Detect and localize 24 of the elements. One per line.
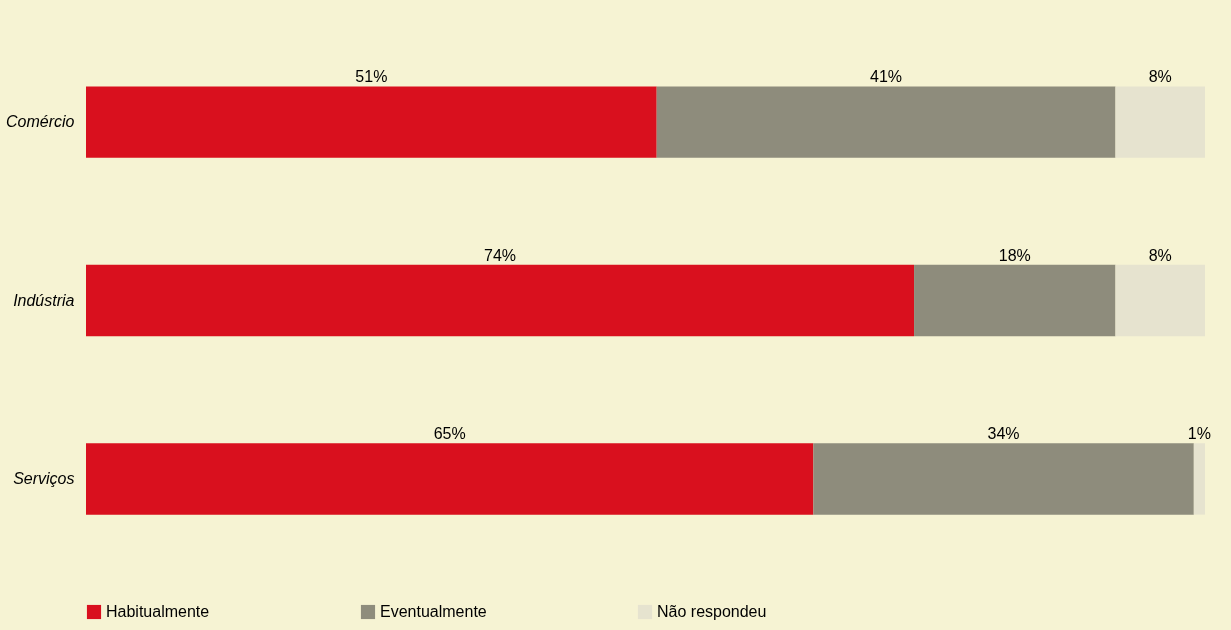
data-label: 8%	[1148, 68, 1172, 86]
y-tick-label: Indústria	[13, 291, 75, 309]
data-label: 65%	[433, 424, 466, 442]
data-label: 1%	[1187, 424, 1211, 442]
bar	[914, 264, 1116, 337]
data-label: 74%	[484, 246, 517, 264]
bar	[1115, 264, 1205, 337]
legend-label: Não respondeu	[657, 603, 767, 620]
data-label: 18%	[998, 246, 1031, 264]
bar	[1115, 86, 1205, 158]
bar	[656, 86, 1116, 158]
bar	[86, 443, 814, 515]
data-label: 34%	[987, 424, 1020, 442]
legend-label: Habitualmente	[106, 603, 210, 620]
bar	[86, 86, 657, 158]
legend-label: Eventualmente	[380, 603, 487, 620]
data-label: 8%	[1148, 246, 1172, 264]
data-label: 41%	[870, 68, 903, 86]
bar	[813, 443, 1194, 515]
bar	[86, 264, 915, 337]
bar	[1193, 443, 1205, 515]
y-tick-label: Serviços	[13, 469, 75, 487]
data-label: 51%	[355, 68, 388, 86]
y-tick-label: Comércio	[6, 113, 75, 131]
